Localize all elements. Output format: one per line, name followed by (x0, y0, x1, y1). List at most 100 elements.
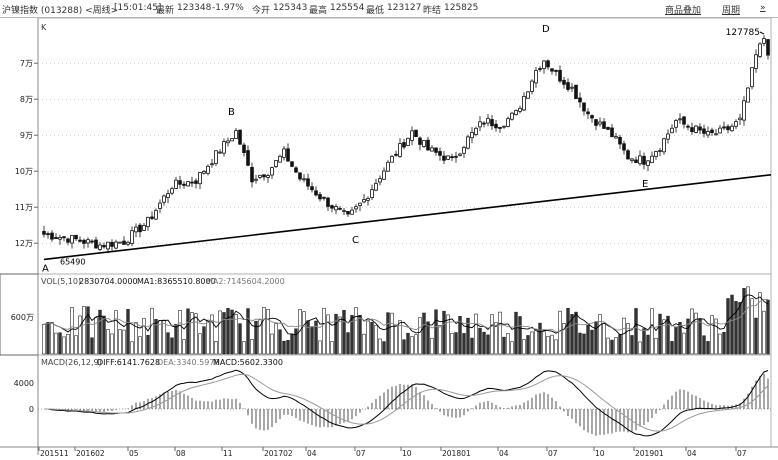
more-button[interactable]: » (760, 3, 766, 13)
candle-down (330, 205, 334, 209)
volume-bar (470, 337, 474, 355)
candle-up (126, 241, 130, 245)
volume-bar (630, 335, 634, 355)
candle-down (402, 142, 406, 148)
price-y-tick-label: 11万 (15, 203, 33, 212)
volume-bar (266, 309, 270, 355)
commodity-overlay-button[interactable]: 商品叠加 (665, 6, 702, 16)
latest-value: 123348 (177, 3, 212, 13)
candle-up (730, 125, 734, 132)
low-label: 最低 (366, 6, 385, 16)
volume-bar (286, 340, 290, 355)
volume-bar (678, 322, 682, 355)
candle-down (78, 239, 82, 242)
candle-up (270, 167, 274, 176)
candle-up (430, 147, 434, 152)
candle-up (354, 206, 358, 210)
candle-up (198, 172, 202, 185)
volume-bar (230, 309, 234, 355)
candle-up (370, 189, 374, 199)
volume-bar (438, 325, 442, 355)
volume-bar (614, 337, 618, 355)
candle-down (314, 190, 318, 196)
x-tick-label: 05 (129, 449, 139, 458)
candle-up (302, 178, 306, 181)
candle-down (418, 137, 422, 145)
volume-bar (486, 334, 490, 355)
volume-bar (142, 318, 146, 355)
candle-up (202, 170, 206, 174)
candle-up (230, 138, 234, 142)
candle-up (638, 155, 642, 165)
volume-bar (498, 311, 502, 355)
price-y-tick-label: 10万 (15, 167, 33, 176)
candle-down (546, 60, 550, 68)
candle-up (514, 109, 518, 116)
candle-down (574, 84, 578, 99)
volume-bar (738, 302, 742, 355)
volume-bar (606, 337, 610, 355)
candle-up (410, 130, 414, 141)
candle-down (562, 79, 566, 85)
x-tick-label: 07 (548, 449, 558, 458)
candle-down (74, 234, 78, 240)
volume-bar (154, 319, 158, 355)
candle-down (626, 150, 630, 160)
candle-up (750, 67, 754, 88)
volume-bar (758, 292, 762, 355)
volume-bar (586, 324, 590, 355)
candle-up (334, 206, 338, 211)
candle-up (118, 241, 122, 244)
volume-bar (450, 332, 454, 355)
volume-bar (566, 307, 570, 355)
volume-bar (646, 334, 650, 355)
volume-bar (766, 299, 770, 355)
candle-down (82, 239, 86, 244)
candle-up (386, 161, 390, 172)
candle-down (434, 147, 438, 153)
candle-down (538, 68, 542, 70)
volume-bar (86, 306, 90, 355)
volume-bar (110, 333, 114, 355)
candle-up (446, 155, 450, 160)
vol-ma1: MA1:8365510.8000 (137, 277, 216, 286)
candle-down (682, 116, 686, 125)
annotation-e: E (642, 179, 648, 190)
volume-bar (318, 340, 322, 355)
volume-bar (162, 319, 166, 355)
volume-bar (750, 298, 754, 355)
volume-bar (466, 317, 470, 355)
candle-up (506, 118, 510, 127)
volume-bar (622, 317, 626, 355)
candle-down (286, 148, 290, 162)
candle-down (150, 216, 154, 219)
candle-up (670, 127, 674, 134)
candle-down (450, 156, 454, 159)
vol-ma2: MA2:7145604.2000 (206, 277, 285, 286)
candle-up (734, 121, 738, 127)
candle-up (398, 143, 402, 157)
candle-up (382, 170, 386, 180)
volume-bar (666, 315, 670, 355)
price-y-tick-label: 12万 (15, 239, 33, 248)
candle-down (110, 241, 114, 247)
low-value: 123127 (387, 3, 422, 13)
candle-up (210, 163, 214, 166)
volume-bar (550, 334, 554, 355)
candle-up (362, 199, 366, 203)
candle-up (654, 151, 658, 157)
volume-bar (310, 326, 314, 355)
candle-up (86, 239, 90, 244)
candle-down (578, 97, 582, 103)
volume-bar (102, 315, 106, 355)
volume-bar (378, 338, 382, 355)
candle-down (414, 129, 418, 138)
volume-bar (106, 329, 110, 355)
candle-up (530, 80, 534, 92)
volume-bar (390, 312, 394, 355)
period-button[interactable]: 周期 (722, 6, 741, 16)
volume-bar (530, 331, 534, 355)
candle-up (470, 132, 474, 139)
volume-bar (690, 308, 694, 355)
